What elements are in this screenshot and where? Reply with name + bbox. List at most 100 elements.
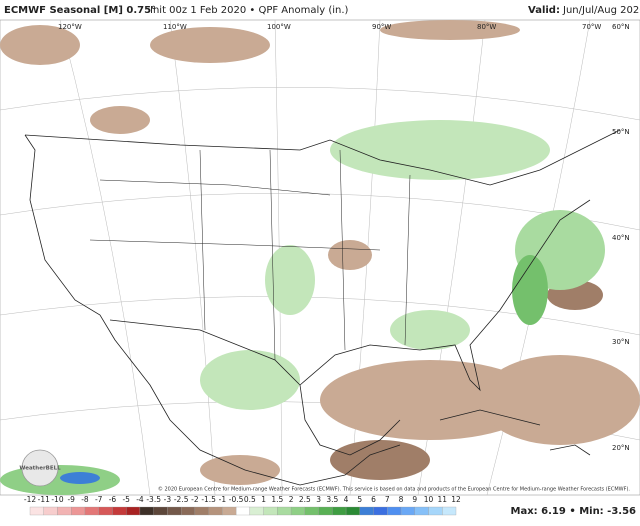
dry-area [380,20,520,40]
colorbar-swatch [290,506,305,516]
colorbar-swatch [387,506,402,516]
dry-area [90,106,150,134]
colorbar-swatch [263,506,278,516]
colorbar-swatch [235,506,251,516]
colorbar-label: 3.5 [326,495,338,504]
colorbar-swatch [84,506,99,516]
colorbar-swatch [345,506,360,516]
logo: WeatherBELL [19,449,61,487]
colorbar-label: -2 [191,495,199,504]
colorbar-label: 1 [261,495,266,504]
map: 120°W 110°W 100°W 90°W 80°W 70°W 60°N 50… [0,19,640,496]
meridian [169,19,216,496]
colorbar-swatch [400,506,415,516]
colorbar-swatch [194,506,209,516]
colorbar-swatch [181,506,196,516]
colorbar-label: -7 [95,495,103,504]
colorbar: -12 -11 -10 -9 -8 -7 -6 -5 -4 -3.5 -3 -2.5 -2 -1.5 -1-… [24,495,461,516]
state-lines [89,149,411,361]
colorbar-swatch [442,506,457,516]
latitude-label: 40°N [612,234,630,242]
dry-area [320,360,540,440]
colorbar-label: -6 [109,495,117,504]
colorbar-label: 3 [316,495,321,504]
colorbar-label: 1.5 [271,495,283,504]
canada-border [24,129,621,186]
colorbar-swatch [126,506,141,516]
wet-area [330,120,550,180]
colorbar-label: -3.5 [146,495,161,504]
anomaly-fields [0,20,640,495]
wet-area [60,472,100,484]
colorbar-label: -1 [219,495,227,504]
logo-text: WeatherBELL [19,466,61,472]
max-min-stats: Max: 6.19 • Min: -3.56 [511,506,637,517]
title-bold: ECMWF Seasonal [M] 0.75° [4,5,156,16]
boundaries [24,129,621,486]
colorbar-label: 5 [357,495,362,504]
dry-area [330,440,430,480]
longitude-label: 90°W [372,23,391,31]
colorbar-swatch [112,506,127,516]
colorbar-label: 2.5 [299,495,311,504]
colorbar-label: -1.5 [201,495,216,504]
header: ECMWF Seasonal [M] 0.75° Init 00z 1 Feb … [4,5,640,16]
colorbar-label: -10 [51,495,63,504]
wet-area [390,310,470,350]
title-rest: Init 00z 1 Feb 2020 • QPF Anomaly (in.) [150,5,349,16]
longitude-label: 120°W [58,23,82,31]
cuba [439,409,541,426]
colorbar-label: -9 [67,495,75,504]
dry-area [328,240,372,270]
parallel [0,296,640,336]
colorbar-label: 12 [451,495,461,504]
dry-area [150,27,270,63]
gulf-atlantic-coast [109,199,591,392]
colorbar-swatch [249,506,264,516]
meridian [59,19,151,496]
wet-area [265,245,315,315]
hispaniola [549,444,591,456]
colorbar-label: 4 [344,495,349,504]
colorbar-label: -0.5 [229,495,244,504]
colorbar-swatch [43,506,58,516]
colorbar-label: -12 [24,495,36,504]
longitude-label: 70°W [582,23,601,31]
colorbar-label: -5 [122,495,130,504]
longitude-label: 110°W [163,23,187,31]
latitude-label: 50°N [612,128,630,136]
dry-area [480,355,640,445]
colorbar-label: -3 [164,495,172,504]
colorbar-swatch [428,506,443,516]
valid-value: Jun/Jul/Aug 2020 [562,5,640,16]
colorbar-swatch [414,506,429,516]
colorbar-label: 9 [412,495,417,504]
colorbar-swatch [29,506,44,516]
colorbar-label: 8 [399,495,404,504]
colorbar-swatch [373,506,388,516]
dry-area [0,25,80,65]
colorbar-swatch [167,506,182,516]
degree: ° [151,5,156,16]
colorbar-swatch [318,506,333,516]
colorbar-label: -4 [136,495,144,504]
longitude-labels: 120°W 110°W 100°W 90°W 80°W 70°W [58,23,601,31]
colorbar-label: 11 [437,495,447,504]
parallel [0,87,640,121]
colorbar-label: 7 [385,495,390,504]
colorbar-swatch [304,506,319,516]
valid-label: Valid: [528,5,560,16]
wet-area [200,350,300,410]
colorbar-swatch [208,506,223,516]
colorbar-swatch [277,506,292,516]
dry-area [200,455,280,485]
colorbar-label: -8 [81,495,89,504]
colorbar-label: 10 [424,495,434,504]
colorbar-swatch [359,506,374,516]
colorbar-swatch [71,506,86,516]
colorbar-label: 0.5 [244,495,256,504]
wet-area [512,255,548,325]
colorbar-swatch [222,506,237,516]
